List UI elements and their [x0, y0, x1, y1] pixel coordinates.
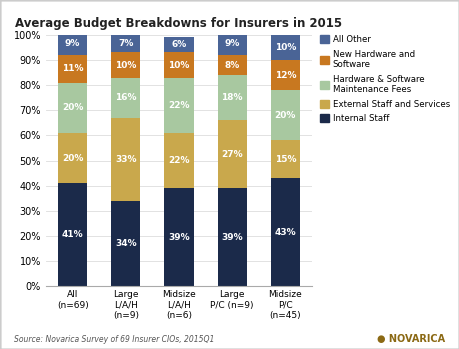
Bar	[271, 90, 300, 140]
Bar	[58, 55, 87, 83]
Bar	[218, 55, 247, 75]
Text: 10%: 10%	[168, 61, 190, 69]
Bar	[58, 32, 87, 55]
Bar	[218, 188, 247, 286]
Text: ● NOVARICA: ● NOVARICA	[377, 334, 445, 344]
Text: 6%: 6%	[171, 40, 187, 50]
Text: 9%: 9%	[224, 39, 240, 48]
Bar	[218, 120, 247, 188]
Bar	[164, 77, 194, 133]
Text: 43%: 43%	[274, 228, 296, 237]
Bar	[164, 188, 194, 286]
Legend: All Other, New Hardware and
Software, Hardware & Software
Maintenance Fees, Exte: All Other, New Hardware and Software, Ha…	[319, 34, 451, 124]
Bar	[271, 178, 300, 286]
Text: 22%: 22%	[168, 101, 190, 110]
Text: 39%: 39%	[221, 233, 243, 242]
Text: 7%: 7%	[118, 39, 134, 48]
Text: 8%: 8%	[224, 61, 240, 69]
Title: Average Budget Breakdowns for Insurers in 2015: Average Budget Breakdowns for Insurers i…	[16, 16, 342, 30]
Text: 11%: 11%	[62, 64, 84, 73]
Text: 12%: 12%	[274, 70, 296, 80]
Text: 41%: 41%	[62, 230, 84, 239]
Text: 33%: 33%	[115, 155, 137, 164]
Bar	[111, 52, 140, 77]
Bar	[271, 60, 300, 90]
Bar	[58, 183, 87, 286]
Bar	[271, 140, 300, 178]
Text: 16%: 16%	[115, 93, 137, 102]
Bar	[111, 77, 140, 118]
Text: Source: Novarica Survey of 69 Insurer CIOs, 2015Q1: Source: Novarica Survey of 69 Insurer CI…	[14, 335, 214, 344]
Text: 10%: 10%	[274, 43, 296, 52]
Bar	[164, 37, 194, 52]
Text: 9%: 9%	[65, 39, 80, 48]
Text: 18%: 18%	[221, 93, 243, 102]
Text: 39%: 39%	[168, 233, 190, 242]
Text: 34%: 34%	[115, 239, 137, 248]
Text: 10%: 10%	[115, 61, 136, 69]
Text: 27%: 27%	[221, 150, 243, 159]
Bar	[164, 52, 194, 77]
Bar	[164, 133, 194, 188]
Bar	[111, 201, 140, 286]
Text: 20%: 20%	[274, 111, 296, 120]
Bar	[271, 35, 300, 60]
Text: 20%: 20%	[62, 154, 84, 163]
Bar	[111, 118, 140, 201]
Bar	[58, 133, 87, 183]
Bar	[111, 35, 140, 52]
Text: 20%: 20%	[62, 103, 84, 112]
Text: 15%: 15%	[274, 155, 296, 164]
Bar	[218, 75, 247, 120]
Text: 22%: 22%	[168, 156, 190, 165]
Bar	[58, 83, 87, 133]
Bar	[218, 32, 247, 55]
